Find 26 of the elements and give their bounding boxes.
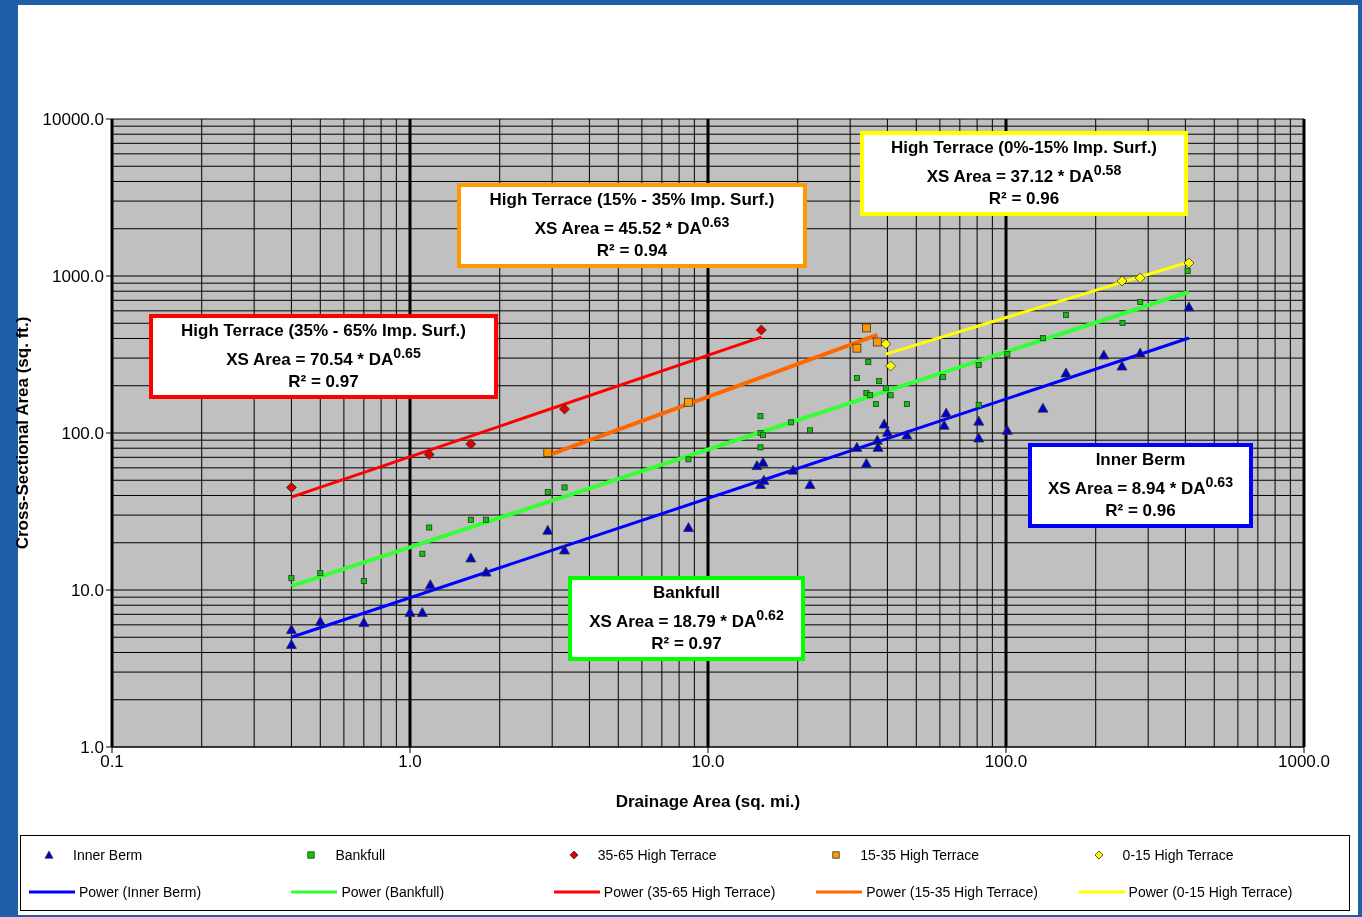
legend-label: Power (Inner Berm) — [79, 883, 202, 900]
legend-label: 0-15 High Terrace — [1122, 846, 1234, 863]
legend-label: Power (35-65 High Terrace) — [603, 883, 776, 900]
y-tick-label: 10000.0 — [42, 110, 104, 130]
x-tick-label: 1.0 — [398, 752, 422, 772]
legend-label: 35-65 High Terrace — [597, 846, 717, 863]
note-box: High Terrace (35% - 65% Imp. Surf.) XS Area = 70.54 * DA$^{0.65}$ R² = 0.97 — [149, 314, 498, 399]
y-tick-label: 100.0 — [61, 424, 104, 444]
legend-label: Power (0-15 High Terrace) — [1128, 883, 1293, 900]
note-box: High Terrace (0%-15% Imp. Surf.) XS Area = 37.12 * DA$^{0.58}$ R² = 0.96 — [860, 131, 1188, 216]
note-box: Inner Berm XS Area = 8.94 * DA$^{0.63}$ R² = 0.96 — [1028, 443, 1253, 528]
legend-label: 15-35 High Terrace — [860, 846, 979, 863]
legend-label: Power (Bankfull) — [341, 883, 445, 900]
x-tick-label: 0.1 — [100, 752, 124, 772]
note-box: Bankfull XS Area = 18.79 * DA$^{0.62}$ R² = 0.97 — [568, 576, 805, 661]
legend-label: Bankfull — [335, 846, 386, 863]
x-tick-label: 10.0 — [691, 752, 725, 772]
x-tick-label: 100.0 — [984, 752, 1028, 772]
y-tick-label: 1000.0 — [52, 267, 104, 287]
x-tick-label: 1000.0 — [1278, 752, 1330, 772]
note-box: High Terrace (15% - 35% Imp. Surf.) XS Area = 45.52 * DA$^{0.63}$ R² = 0.94 — [457, 183, 807, 268]
x-axis-title: Drainage Area (sq. mi.) — [615, 792, 801, 811]
legend-label: Inner Berm — [73, 846, 143, 863]
legend-label: Power (15-35 High Terrace) — [866, 883, 1038, 900]
y-axis-title: Cross-Sectional Area (sq. ft.) — [13, 316, 33, 550]
y-tick-label: 10.0 — [70, 581, 104, 601]
